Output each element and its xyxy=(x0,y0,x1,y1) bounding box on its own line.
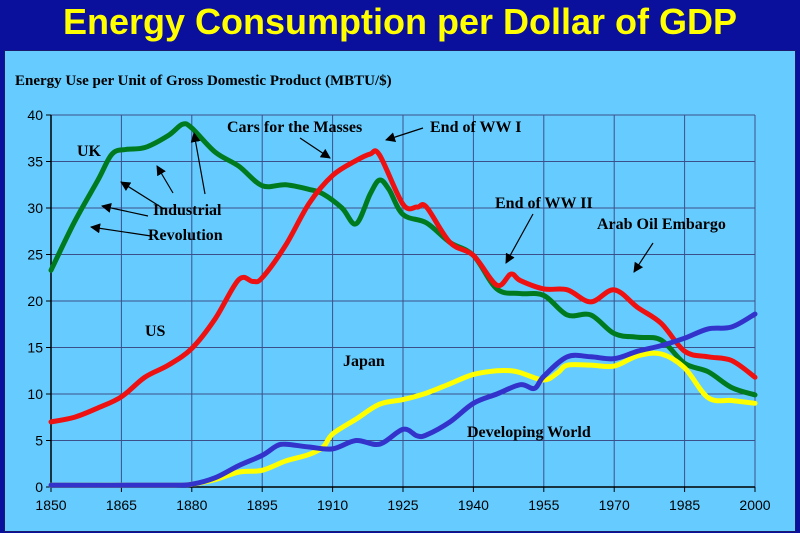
label-developing-world: Developing World xyxy=(467,424,591,441)
line-chart: Energy Use per Unit of Gross Domestic Pr… xyxy=(15,73,771,513)
y-tick-label: 10 xyxy=(27,386,43,402)
annotation-arrows xyxy=(90,127,654,273)
x-tick-label: 2000 xyxy=(739,497,770,513)
arrow-oil xyxy=(633,242,654,273)
chart-panel: Energy Use per Unit of Gross Domestic Pr… xyxy=(4,50,796,532)
y-tick-label: 5 xyxy=(35,433,43,449)
y-tick-label: 25 xyxy=(27,247,43,263)
x-tick-label: 1955 xyxy=(528,497,559,513)
label-japan: Japan xyxy=(343,353,385,370)
x-tick-label: 1865 xyxy=(106,497,137,513)
arrow-industrial-b xyxy=(101,203,149,217)
arrow-industrial-c xyxy=(156,165,174,194)
label-us: US xyxy=(145,323,166,340)
arrow-industrial-a xyxy=(120,181,165,210)
y-tick-label: 40 xyxy=(27,107,43,123)
arrow-ww2 xyxy=(505,213,534,264)
x-tick-label: 1985 xyxy=(669,497,700,513)
label-revolution: Revolution xyxy=(148,227,223,244)
x-tick-label: 1895 xyxy=(247,497,278,513)
x-tick-label: 1850 xyxy=(35,497,66,513)
x-tick-label: 1970 xyxy=(599,497,630,513)
annotations: UK US Japan Developing World Industrial … xyxy=(77,119,726,441)
label-ww2: End of WW II xyxy=(495,195,593,212)
x-tick-label: 1940 xyxy=(458,497,489,513)
x-tick-label: 1910 xyxy=(317,497,348,513)
arrow-revolution xyxy=(90,223,152,237)
x-tick-label: 1925 xyxy=(387,497,418,513)
label-uk: UK xyxy=(77,143,102,160)
y-tick-label: 0 xyxy=(35,479,43,495)
arrow-industrial-d xyxy=(190,132,206,195)
y-tick-label: 20 xyxy=(27,293,43,309)
label-oil-embargo: Arab Oil Embargo xyxy=(597,216,726,233)
series-line-us xyxy=(48,148,758,425)
series-line-developing-world xyxy=(48,311,758,488)
slide-title: Energy Consumption per Dollar of GDP xyxy=(62,1,738,42)
tick-labels: 0 5 10 15 20 25 30 35 40 1850 1865 1880 1895 1910 1925… xyxy=(27,107,770,513)
y-axis-label: Energy Use per Unit of Gross Domestic Pr… xyxy=(15,73,392,89)
x-tick-label: 1880 xyxy=(176,497,207,513)
y-tick-label: 30 xyxy=(27,200,43,216)
axes xyxy=(46,114,756,492)
arrow-cars xyxy=(299,137,331,159)
label-industrial: Industrial xyxy=(153,202,222,219)
y-tick-label: 15 xyxy=(27,340,43,356)
label-ww1: End of WW I xyxy=(430,119,521,136)
series-lines xyxy=(48,121,758,488)
y-tick-label: 35 xyxy=(27,154,43,170)
series-line-uk xyxy=(48,121,758,398)
series-line-japan xyxy=(48,350,758,488)
arrow-ww1 xyxy=(385,127,424,142)
label-cars: Cars for the Masses xyxy=(227,119,362,136)
